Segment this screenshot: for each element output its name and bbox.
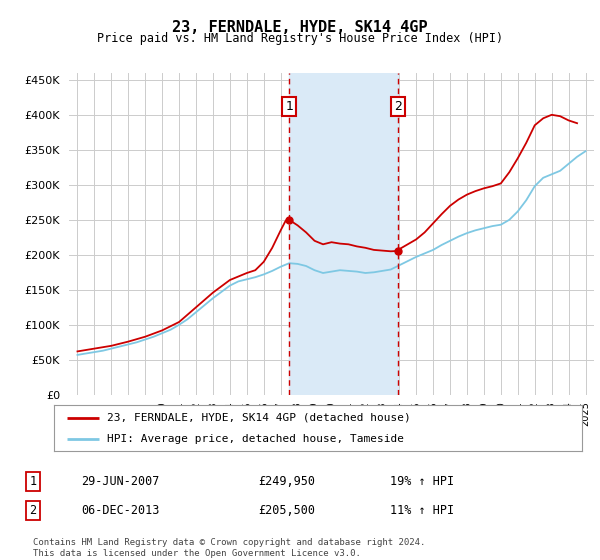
Text: HPI: Average price, detached house, Tameside: HPI: Average price, detached house, Tame… (107, 435, 404, 444)
Text: 11% ↑ HPI: 11% ↑ HPI (390, 504, 454, 517)
Text: 06-DEC-2013: 06-DEC-2013 (81, 504, 160, 517)
Text: 23, FERNDALE, HYDE, SK14 4GP: 23, FERNDALE, HYDE, SK14 4GP (172, 20, 428, 35)
Text: £249,950: £249,950 (258, 475, 315, 488)
Text: This data is licensed under the Open Government Licence v3.0.: This data is licensed under the Open Gov… (33, 549, 361, 558)
Text: 2: 2 (29, 504, 37, 517)
Text: Price paid vs. HM Land Registry's House Price Index (HPI): Price paid vs. HM Land Registry's House … (97, 32, 503, 45)
Text: 19% ↑ HPI: 19% ↑ HPI (390, 475, 454, 488)
Bar (289, 73, 398, 395)
Text: £205,500: £205,500 (258, 504, 315, 517)
Text: Contains HM Land Registry data © Crown copyright and database right 2024.: Contains HM Land Registry data © Crown c… (33, 538, 425, 547)
Text: 1: 1 (285, 100, 293, 113)
Text: 2: 2 (394, 100, 402, 113)
Text: 1: 1 (29, 475, 37, 488)
Text: 23, FERNDALE, HYDE, SK14 4GP (detached house): 23, FERNDALE, HYDE, SK14 4GP (detached h… (107, 413, 410, 423)
Text: 29-JUN-2007: 29-JUN-2007 (81, 475, 160, 488)
